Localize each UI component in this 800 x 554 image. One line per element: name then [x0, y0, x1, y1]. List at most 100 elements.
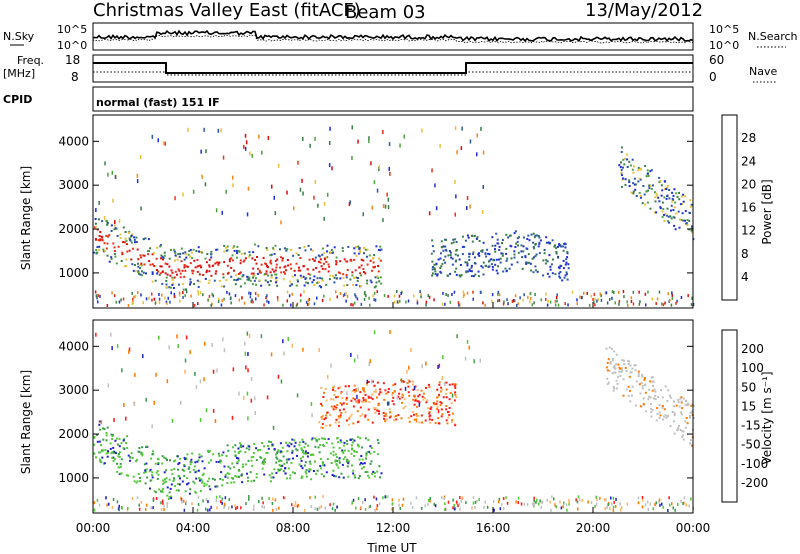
echo-cell [520, 250, 523, 253]
echo-cell [174, 196, 176, 201]
echo-cell [144, 469, 147, 472]
echo-cell [184, 490, 187, 493]
echo-cell [170, 483, 173, 486]
echo-cell [416, 405, 419, 408]
echo-cell [657, 196, 660, 199]
echo-cell [363, 462, 366, 465]
echo-cell [360, 455, 363, 457]
echo-cell [373, 291, 376, 295]
echo-cell [226, 476, 229, 479]
echo-cell [179, 299, 181, 303]
echo-cell [471, 506, 473, 510]
echo-cell [548, 241, 551, 244]
echo-cell [452, 412, 454, 415]
echo-cell [590, 501, 593, 505]
echo-cell [162, 482, 165, 485]
echo-cell [353, 358, 356, 363]
echo-cell [510, 257, 513, 260]
echo-cell [439, 401, 442, 404]
echo-cell [420, 506, 423, 510]
echo-cell [560, 245, 563, 248]
echo-cell [329, 126, 331, 131]
echo-cell [624, 157, 627, 160]
echo-cell [576, 302, 578, 305]
echo-cell [326, 411, 329, 414]
echo-cell [296, 302, 299, 306]
echo-cell [342, 476, 345, 479]
echo-cell [635, 380, 638, 383]
echo-cell [654, 200, 657, 203]
echo-cell [272, 476, 275, 479]
echo-cell [135, 460, 137, 463]
echo-cell [378, 280, 381, 283]
echo-cell [497, 290, 500, 294]
echo-cell [184, 251, 187, 254]
echo-cell [356, 297, 359, 301]
echo-cell [253, 504, 255, 508]
echo-cell [300, 465, 303, 468]
echo-cell [392, 403, 395, 406]
echo-cell [625, 388, 628, 391]
echo-cell [97, 294, 99, 297]
echo-cell [621, 178, 624, 181]
echo-cell [333, 385, 335, 388]
echo-cell [366, 263, 369, 266]
panel-background [93, 115, 693, 308]
echo-cell [256, 256, 258, 258]
echo-cell [134, 270, 137, 273]
echo-cell [630, 296, 633, 300]
echo-cell [116, 470, 119, 473]
echo-cell [420, 414, 423, 417]
echo-cell [397, 414, 400, 417]
echo-cell [169, 487, 172, 490]
echo-cell [332, 502, 335, 506]
echo-cell [494, 244, 497, 247]
echo-cell [661, 201, 664, 204]
echo-cell [666, 207, 669, 210]
echo-cell [233, 249, 236, 252]
echo-cell [114, 175, 117, 180]
echo-cell [682, 502, 684, 505]
echo-cell [437, 395, 440, 398]
echo-cell [558, 272, 561, 275]
echo-cell [568, 498, 570, 502]
echo-cell [116, 462, 118, 465]
echo-cell [428, 295, 431, 299]
echo-cell [170, 248, 172, 251]
echo-cell [144, 471, 147, 474]
echo-cell [673, 206, 676, 209]
echo-cell [442, 396, 445, 399]
echo-cell [440, 415, 443, 418]
echo-cell [336, 295, 338, 299]
echo-cell [514, 299, 516, 303]
echo-cell [275, 452, 278, 455]
nave-tick-low: 0 [709, 70, 717, 84]
echo-cell [302, 440, 305, 443]
echo-cell [184, 294, 186, 298]
echo-cell [211, 302, 213, 306]
echo-cell [372, 470, 375, 473]
echo-cell [225, 455, 228, 457]
echo-cell [428, 411, 431, 413]
echo-cell [334, 460, 337, 463]
echo-cell [295, 284, 298, 287]
echo-cell [197, 459, 200, 462]
echo-cell [185, 256, 188, 259]
echo-cell [671, 411, 674, 413]
echo-cell [517, 501, 519, 505]
echo-cell [179, 457, 182, 460]
echo-cell [431, 418, 434, 421]
echo-cell [613, 387, 616, 390]
echo-cell [677, 399, 680, 401]
echo-cell [402, 380, 405, 383]
echo-cell [353, 258, 356, 261]
echo-cell [94, 290, 97, 294]
echo-cell [513, 232, 516, 235]
echo-cell [661, 405, 664, 407]
echo-cell [323, 418, 326, 421]
echo-cell [243, 252, 246, 255]
echo-cell [546, 260, 549, 263]
echo-cell [207, 282, 210, 285]
echo-cell [665, 197, 668, 200]
echo-cell [659, 180, 662, 182]
